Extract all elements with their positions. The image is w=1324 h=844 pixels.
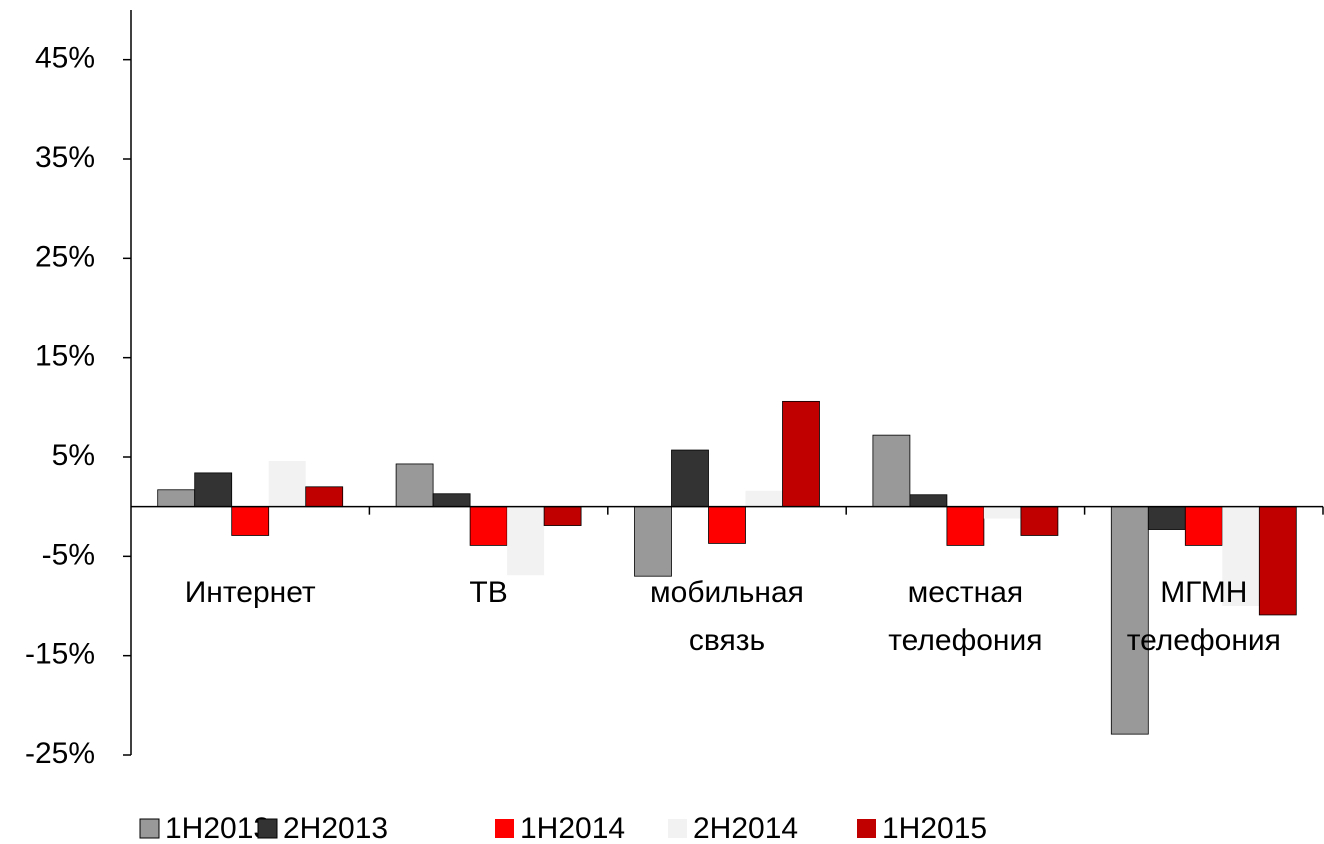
legend-label: 1H2013 — [165, 812, 270, 844]
legend-label: 2H2013 — [283, 812, 388, 844]
bar — [983, 506, 1021, 519]
bar — [1258, 506, 1297, 616]
legend-label: 1H2014 — [520, 812, 625, 844]
legend-swatch — [495, 819, 514, 838]
y-tick-label: 35% — [35, 141, 95, 174]
x-tick-label: Интернет — [185, 576, 316, 609]
x-tick-label: МГМН телефония — [1127, 576, 1281, 657]
bar — [909, 494, 948, 508]
legend-swatch — [139, 818, 160, 839]
bar — [1110, 506, 1149, 735]
bar — [671, 449, 709, 508]
bar — [507, 506, 545, 576]
x-tick-label: местная телефония — [888, 576, 1042, 657]
y-tick-label: 45% — [35, 42, 95, 75]
bar — [395, 463, 434, 508]
bar — [194, 472, 233, 508]
bar — [432, 493, 471, 508]
bar — [543, 506, 582, 526]
legend-swatch — [257, 818, 278, 839]
y-tick-label: 15% — [35, 340, 95, 373]
legend-label: 1H2015 — [882, 812, 987, 844]
x-tick-label: мобильная связь — [650, 576, 804, 657]
bar — [782, 400, 820, 508]
bar — [305, 486, 344, 508]
legend-swatch — [668, 819, 687, 838]
bar — [1147, 506, 1186, 530]
bar — [231, 506, 270, 536]
y-tick-label: -25% — [25, 737, 95, 770]
y-tick-label: 25% — [35, 240, 95, 273]
bar — [268, 460, 306, 507]
bar — [157, 489, 196, 508]
bar — [1222, 506, 1260, 606]
y-tick-label: -5% — [42, 538, 95, 571]
bar — [1020, 506, 1059, 536]
y-tick-label: -15% — [25, 638, 95, 671]
legend-swatch — [857, 819, 876, 838]
bar — [634, 506, 672, 577]
bar — [708, 506, 746, 544]
bar — [872, 434, 911, 508]
x-tick-label: ТВ — [469, 576, 507, 609]
bar — [469, 506, 508, 546]
bar — [745, 490, 783, 507]
y-tick-label: 5% — [52, 439, 95, 472]
bar — [1184, 506, 1223, 546]
bar — [946, 506, 985, 546]
legend-label: 2H2014 — [693, 812, 798, 844]
